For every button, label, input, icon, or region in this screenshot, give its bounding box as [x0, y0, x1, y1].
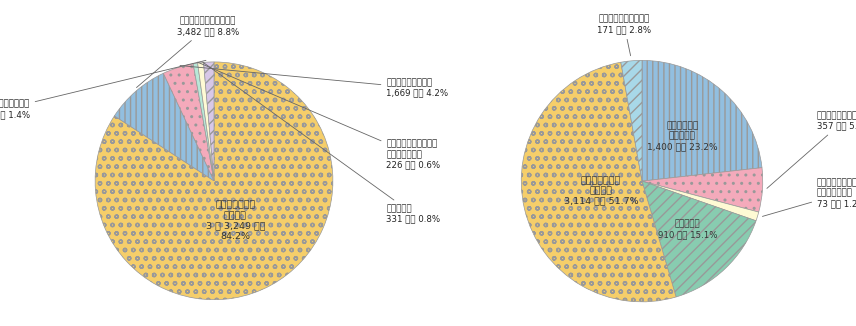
- Wedge shape: [193, 63, 214, 181]
- Text: その他の産業（合計）
542 億円 1.4%: その他の産業（合計） 542 億円 1.4%: [0, 60, 206, 119]
- Wedge shape: [95, 62, 333, 300]
- Wedge shape: [521, 62, 676, 302]
- Wedge shape: [642, 181, 758, 221]
- Text: その他の製造業
（合計）
3 兆 3,249 億円
84.2%: その他の製造業 （合計） 3 兆 3,249 億円 84.2%: [205, 200, 265, 241]
- Wedge shape: [204, 62, 214, 181]
- Text: 情報通信機械器具製造業
3,482 億円 8.8%: 情報通信機械器具製造業 3,482 億円 8.8%: [136, 17, 239, 88]
- Text: その他の産業（合計）
171 億円 2.8%: その他の産業（合計） 171 億円 2.8%: [597, 14, 651, 56]
- Text: 情報通信業
910 億円 15.1%: 情報通信業 910 億円 15.1%: [658, 219, 717, 239]
- Wedge shape: [198, 62, 214, 181]
- Text: 電子部品・デバイス・
電子回路製造業
226 億円 0.6%: 電子部品・デバイス・ 電子回路製造業 226 億円 0.6%: [198, 62, 441, 170]
- Wedge shape: [642, 60, 762, 181]
- Wedge shape: [642, 181, 756, 297]
- Text: 電子部品・デバイス・
電子回路製造業
73 億円 1.2%: 電子部品・デバイス・ 電子回路製造業 73 億円 1.2%: [763, 178, 856, 216]
- Wedge shape: [115, 73, 214, 181]
- Text: 情報通信機械
器具製造業
1,400 億円 23.2%: 情報通信機械 器具製造業 1,400 億円 23.2%: [647, 121, 717, 151]
- Wedge shape: [642, 168, 763, 212]
- Text: その他の製造業
（合計）
3,114 億円 51.7%: その他の製造業 （合計） 3,114 億円 51.7%: [563, 176, 639, 206]
- Text: 情報通信業
331 億円 0.8%: 情報通信業 331 億円 0.8%: [203, 62, 441, 224]
- Wedge shape: [621, 60, 642, 181]
- Text: 電気機械器具製造業
1,669 億円 4.2%: 電気機械器具製造業 1,669 億円 4.2%: [180, 66, 449, 98]
- Text: 電気機械器具製造業
357 億円 5.9%: 電気機械器具製造業 357 億円 5.9%: [767, 111, 856, 188]
- Wedge shape: [163, 64, 214, 181]
